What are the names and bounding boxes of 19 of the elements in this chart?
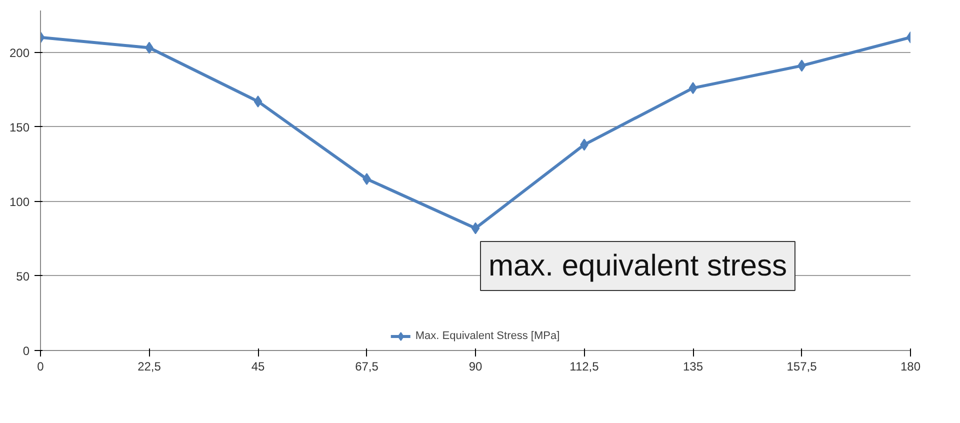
x-tick-label: 112,5: [570, 360, 600, 374]
y-tick-label: 50: [16, 269, 30, 284]
y-tick-label: 200: [9, 46, 30, 60]
x-tick-label: 180: [900, 360, 921, 374]
x-tick-label: 90: [468, 360, 482, 374]
x-tick-label: 22,5: [138, 360, 162, 374]
x-tick-label: 0: [37, 360, 44, 374]
legend-label: Max. Equivalent Stress [MPa]: [415, 330, 560, 342]
x-tick-label: 135: [682, 360, 704, 374]
annotation: max. equivalent stress: [488, 250, 787, 282]
x-tick-label: 67,5: [355, 360, 379, 374]
point: [688, 82, 698, 94]
x-tick-label: 45: [251, 360, 265, 374]
y-tick-label: 0: [22, 344, 30, 358]
point: [254, 95, 262, 108]
y-tick-label: 100: [9, 194, 30, 209]
point: [471, 222, 480, 234]
y-tick-label: 150: [9, 120, 30, 134]
x-tick-label: 157,5: [786, 360, 818, 374]
